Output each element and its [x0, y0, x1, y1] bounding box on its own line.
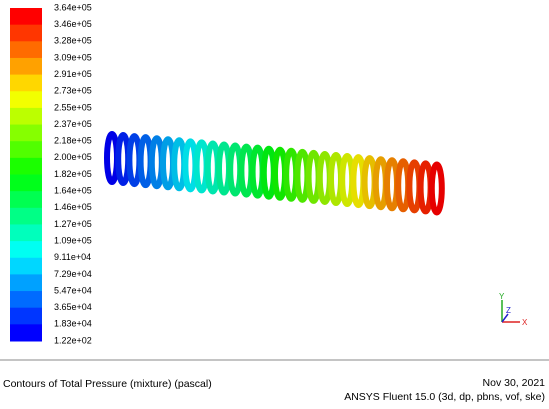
colorbar-label: 2.91e+05: [54, 69, 92, 79]
colorbar-band: [10, 141, 42, 159]
colorbar-label: 3.65e+04: [54, 302, 92, 312]
coil-geometry: [104, 131, 445, 216]
colorbar-band: [10, 207, 42, 225]
colorbar-band: [10, 74, 42, 92]
colorbar-label: 1.64e+05: [54, 186, 92, 196]
colorbar-band: [10, 8, 42, 26]
colorbar-label: 2.18e+05: [54, 136, 92, 146]
colorbar-label: 3.46e+05: [54, 19, 92, 29]
colorbar-label: 1.46e+05: [54, 202, 92, 212]
footer-date: Nov 30, 2021: [483, 377, 546, 389]
colorbar-band: [10, 324, 42, 342]
triad-z-label: Z: [506, 306, 511, 315]
colorbar-band: [10, 274, 42, 292]
colorbar-label: 2.55e+05: [54, 102, 92, 112]
colorbar-label: 3.64e+05: [54, 2, 92, 12]
colorbar-label: 3.09e+05: [54, 52, 92, 62]
colorbar-band: [10, 107, 42, 126]
colorbar-band: [10, 24, 42, 42]
colorbar-band: [10, 191, 42, 209]
axes-triad: Y Z X: [499, 292, 528, 327]
triad-y-label: Y: [499, 292, 505, 301]
colorbar-band: [10, 174, 42, 192]
colorbar-label: 2.00e+05: [54, 152, 92, 162]
colorbar-label: 1.09e+05: [54, 235, 92, 245]
colorbar-band: [10, 307, 42, 325]
colorbar-label: 5.47e+04: [54, 285, 92, 295]
colorbar-band: [10, 241, 42, 259]
colorbar-label: 1.22e+02: [54, 335, 92, 345]
colorbar-label: 1.83e+04: [54, 319, 92, 329]
colorbar-label: 9.11e+04: [54, 252, 91, 262]
colorbar-label: 2.73e+05: [54, 86, 92, 96]
colorbar-band: [10, 157, 42, 175]
triad-z-axis: [501, 313, 509, 323]
colorbar-band: [10, 224, 42, 242]
colorbar-band: [10, 291, 42, 309]
triad-x-label: X: [522, 318, 528, 327]
coil-ring: [428, 161, 445, 216]
colorbar-label: 7.29e+04: [54, 269, 92, 279]
colorbar-label: 1.82e+05: [54, 169, 92, 179]
colorbar-band: [10, 257, 42, 275]
colorbar-band: [10, 57, 42, 76]
colorbar-band: [10, 41, 42, 59]
colorbar-label: 3.28e+05: [54, 36, 92, 46]
colorbar: 3.64e+05 3.46e+05 3.28e+05 3.09e+05 2.91e+05…: [10, 2, 92, 345]
colorbar-label: 2.37e+05: [54, 119, 92, 129]
colorbar-label: 1.27e+05: [54, 219, 92, 229]
colorbar-band: [10, 91, 42, 109]
footer-title: Contours of Total Pressure (mixture) (pa…: [3, 378, 212, 390]
colorbar-band: [10, 124, 42, 142]
footer-software: ANSYS Fluent 15.0 (3d, dp, pbns, vof, sk…: [344, 391, 545, 403]
